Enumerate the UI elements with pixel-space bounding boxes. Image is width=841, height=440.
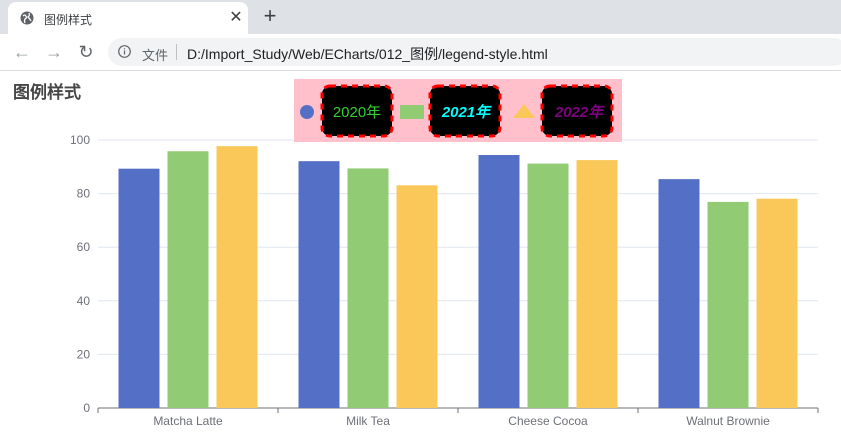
bar-3-1 — [216, 146, 258, 408]
legend-label: 2020年 — [333, 104, 381, 121]
y-tick-label: 100 — [70, 133, 90, 147]
reload-icon[interactable]: ↻ — [78, 42, 94, 62]
legend-triangle-icon — [513, 104, 535, 118]
bar-chart: 图例样式 0 20 40 60 80 100 Matcha Latte Milk Tea Chee… — [13, 79, 819, 428]
legend-circle-icon — [300, 105, 314, 119]
legend-label-box — [428, 84, 502, 138]
chart-area: 图例样式 0 20 40 60 80 100 Matcha Latte Milk Tea Chee… — [0, 71, 841, 435]
bar-1-2 — [298, 161, 340, 408]
legend-label: 2022年 — [554, 103, 605, 121]
browser-tab[interactable]: 图例样式 ✕ — [8, 2, 248, 34]
arrow-left-icon[interactable]: ← — [13, 42, 31, 62]
info-icon[interactable] — [118, 45, 131, 58]
url-separator — [176, 44, 177, 60]
bar-3-4 — [756, 198, 798, 408]
legend-label-box — [540, 84, 614, 138]
y-tick-label: 0 — [83, 401, 90, 415]
tab-title: 图例样式 — [44, 13, 93, 27]
close-icon[interactable]: ✕ — [229, 9, 243, 26]
x-tick-label: Milk Tea — [346, 414, 390, 428]
bar-1-3 — [478, 155, 520, 408]
bar-1-1 — [118, 168, 160, 408]
legend-label: 2021年 — [441, 103, 492, 121]
bar-1-4 — [658, 179, 700, 408]
arrow-right-icon[interactable]: → — [45, 42, 63, 62]
y-tick-label: 60 — [77, 240, 91, 254]
address-bar[interactable]: 文件 D:/Import_Study/Web/ECharts/012_图例/le… — [108, 38, 841, 66]
x-tick-label: Matcha Latte — [153, 414, 223, 428]
legend-label-box — [320, 84, 394, 138]
x-tick-label: Walnut Brownie — [686, 414, 770, 428]
url-text[interactable]: D:/Import_Study/Web/ECharts/012_图例/legen… — [187, 46, 548, 62]
bar-3-2 — [396, 185, 438, 408]
y-tick-label: 40 — [77, 294, 91, 308]
bar-2-1 — [167, 151, 209, 409]
bar-2-3 — [527, 163, 569, 408]
browser-toolbar: ← → ↻ 文件 D:/Import_Study/Web/ECharts/012… — [0, 34, 841, 71]
bar-3-3 — [576, 160, 618, 408]
plus-icon[interactable]: + — [263, 3, 277, 28]
browser-tabstrip: 图例样式 ✕ + — [0, 0, 841, 34]
bar-2-2 — [347, 168, 389, 408]
bar-2-4 — [707, 201, 749, 408]
chart-title: 图例样式 — [13, 82, 81, 102]
legend-rect-icon — [400, 105, 424, 119]
x-tick-label: Cheese Cocoa — [508, 414, 588, 428]
url-prefix: 文件 — [142, 48, 169, 63]
y-tick-label: 80 — [77, 187, 91, 201]
y-tick-label: 20 — [77, 347, 91, 361]
globe-icon — [20, 11, 34, 25]
